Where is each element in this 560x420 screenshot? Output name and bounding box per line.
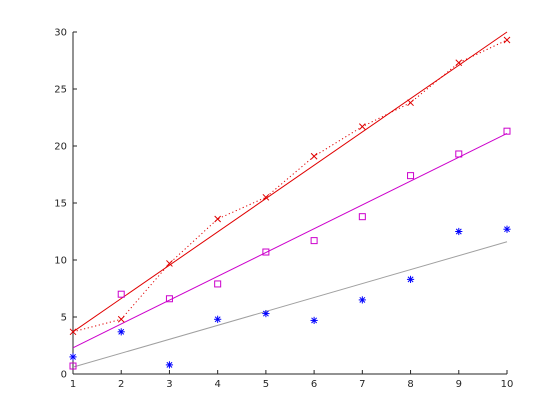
data-point	[407, 172, 415, 180]
data-point	[117, 328, 125, 336]
x-tick-label: 6	[311, 379, 317, 390]
connecting-lines	[72, 39, 508, 333]
connecting-line-2	[72, 39, 508, 333]
x-tick-label: 8	[407, 379, 413, 390]
marker-stroke	[69, 328, 77, 336]
data-point	[117, 290, 125, 298]
axes	[72, 31, 508, 375]
marker-stroke	[118, 328, 125, 335]
trend-line-1	[72, 133, 508, 349]
y-tick-label: 10	[54, 256, 67, 267]
marker-shape	[165, 295, 173, 303]
marker-stroke	[359, 296, 366, 303]
marker-stroke	[503, 36, 511, 44]
data-point	[503, 127, 511, 135]
data-markers	[69, 36, 511, 370]
marker-shape	[455, 150, 463, 158]
marker-stroke	[455, 59, 463, 67]
x-tick-label: 2	[118, 379, 124, 390]
data-point	[165, 295, 173, 303]
trend-line-0	[72, 241, 508, 368]
data-point	[455, 227, 463, 236]
data-point	[358, 213, 366, 221]
marker-stroke	[214, 316, 221, 323]
data-point	[262, 309, 270, 318]
data-point	[214, 215, 222, 223]
marker-shape	[358, 213, 366, 221]
y-tick-label: 20	[54, 142, 67, 153]
marker-stroke	[358, 123, 366, 130]
x-tick-label: 5	[263, 379, 269, 390]
marker-shape	[310, 237, 318, 245]
marker-stroke	[407, 99, 414, 107]
data-point	[262, 193, 270, 201]
marker-stroke	[311, 317, 318, 324]
marker-stroke	[455, 228, 462, 235]
x-tick-label: 10	[501, 379, 514, 390]
data-point	[310, 152, 318, 160]
marker-shape	[214, 280, 222, 288]
data-point	[214, 315, 222, 323]
y-tick-label: 15	[54, 199, 67, 210]
data-point	[358, 296, 366, 304]
marker-stroke	[310, 152, 318, 160]
marker-stroke	[262, 193, 270, 201]
data-point	[503, 36, 511, 44]
marker-stroke	[504, 226, 510, 233]
trend-line-2	[72, 31, 508, 333]
data-point	[310, 316, 318, 325]
x-tick-label: 4	[214, 379, 220, 390]
marker-stroke	[166, 260, 173, 267]
tick-labels: 1 2 3 4 5 6 7 8 9 10 0 5 10 15 20 25 30	[54, 28, 513, 391]
data-point	[310, 237, 318, 245]
data-point	[69, 328, 77, 336]
data-point	[165, 361, 174, 369]
data-point	[503, 225, 511, 233]
marker-shape	[69, 362, 77, 370]
marker-stroke	[166, 361, 173, 368]
marker-stroke	[407, 276, 414, 283]
marker-stroke	[117, 315, 125, 323]
marker-shape	[503, 127, 511, 135]
y-tick-label: 25	[54, 85, 67, 96]
data-point	[358, 123, 366, 130]
y-tick-label: 30	[54, 28, 67, 39]
data-point	[69, 353, 77, 361]
data-point	[406, 275, 415, 283]
data-point	[214, 280, 222, 288]
data-point	[166, 260, 173, 267]
data-point	[262, 248, 270, 256]
x-tick-label: 9	[456, 379, 462, 390]
data-point	[117, 315, 125, 323]
y-tick-label: 0	[61, 370, 67, 381]
y-tick-label: 5	[61, 313, 67, 324]
marker-shape	[407, 172, 415, 180]
x-tick-label: 7	[359, 379, 365, 390]
trend-lines	[72, 31, 508, 368]
marker-stroke	[214, 215, 222, 223]
marker-shape	[117, 290, 125, 298]
x-tick-label: 1	[70, 379, 76, 390]
data-point	[455, 150, 463, 158]
marker-shape	[262, 248, 270, 256]
x-tick-label: 3	[166, 379, 172, 390]
data-point	[69, 362, 77, 370]
marker-stroke	[262, 310, 269, 317]
marker-stroke	[70, 353, 76, 360]
data-point	[407, 99, 414, 107]
data-point	[455, 59, 463, 67]
